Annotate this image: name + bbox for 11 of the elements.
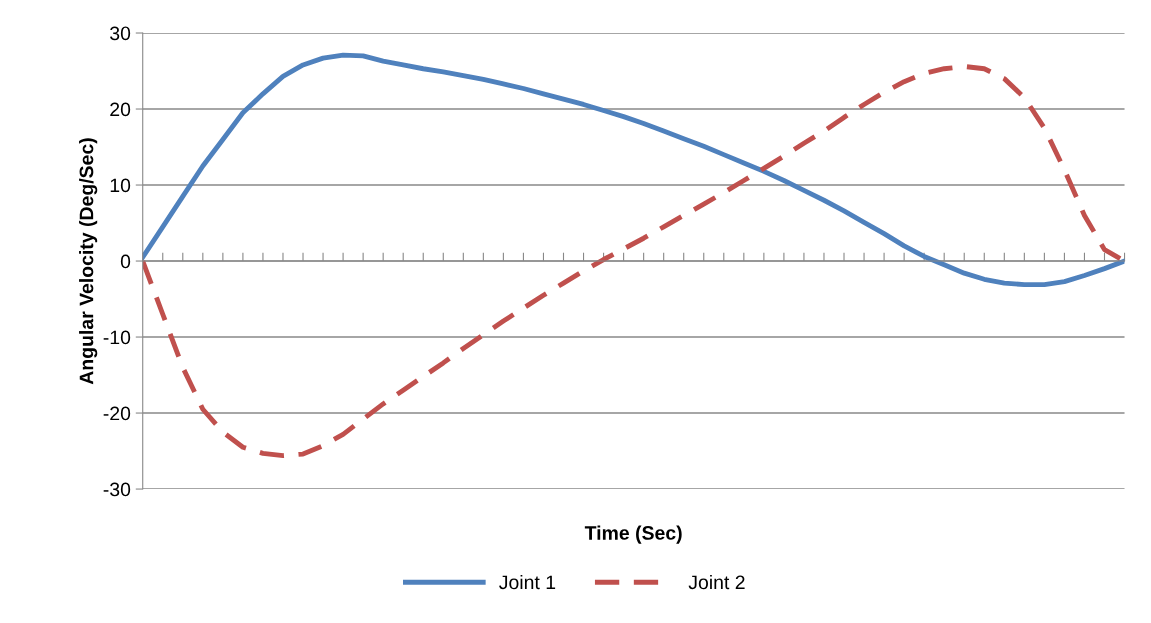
y-tick-label: 20 [110,102,131,117]
legend-label: Joint 2 [688,574,745,590]
y-tick-label: -20 [103,406,131,421]
y-tick-label: 0 [120,254,131,269]
y-tick-label: -30 [103,482,131,497]
y-tick-label: 10 [110,178,131,193]
x-axis-title: Time (Sec) [584,525,682,544]
y-axis-title: Angular Velocity (Deg/Sec) [79,138,98,385]
legend-label: Joint 1 [499,574,556,590]
y-tick-label: -10 [103,330,131,345]
y-tick-label: 30 [110,26,131,41]
